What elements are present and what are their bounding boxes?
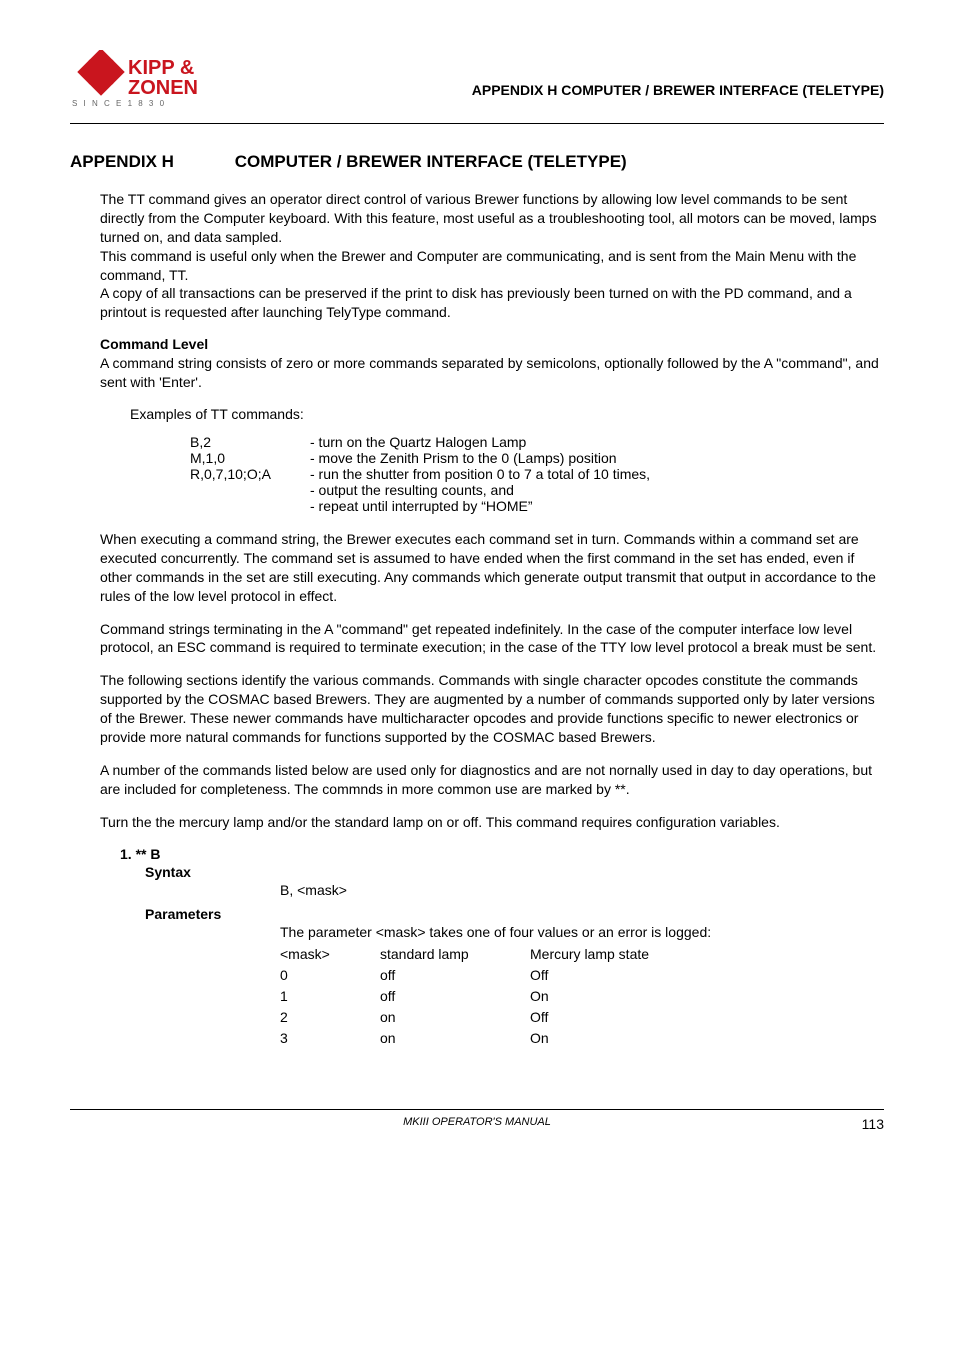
example-desc: - repeat until interrupted by “HOME” xyxy=(310,498,884,514)
running-header: APPENDIX H COMPUTER / BREWER INTERFACE (… xyxy=(472,50,884,98)
mask-table: <mask> standard lamp Mercury lamp state … xyxy=(280,944,884,1049)
example-cmd: R,0,7,10;O;A xyxy=(190,466,310,482)
logo-tagline: S I N C E 1 8 3 0 xyxy=(72,99,166,108)
syntax-value: B, <mask> xyxy=(280,882,884,898)
mask-col-header: Mercury lamp state xyxy=(530,944,730,965)
example-row: - output the resulting counts, and xyxy=(190,482,884,498)
example-desc: - run the shutter from position 0 to 7 a… xyxy=(310,466,884,482)
paragraph-5: Command strings terminating in the A "co… xyxy=(100,620,884,658)
mask-table-row: 2 on Off xyxy=(280,1007,884,1028)
intro-paragraph-1: The TT command gives an operator direct … xyxy=(100,190,884,322)
logo-text-2: ZONEN xyxy=(128,77,198,99)
mask-cell: 2 xyxy=(280,1007,380,1028)
kipp-zonen-logo-icon: KIPP & ZONEN S I N C E 1 8 3 0 xyxy=(70,50,240,112)
example-cmd xyxy=(190,482,310,498)
mask-cell: On xyxy=(530,1028,730,1049)
intro-p2-text: This command is useful only when the Bre… xyxy=(100,248,856,283)
paragraph-7: A number of the commands listed below ar… xyxy=(100,761,884,799)
page-footer: MKIII OPERATOR'S MANUAL 113 xyxy=(70,1109,884,1146)
command-level-heading: Command Level xyxy=(100,336,884,352)
mask-cell: Off xyxy=(530,965,730,986)
appendix-title: APPENDIX H COMPUTER / BREWER INTERFACE (… xyxy=(70,152,884,172)
mask-cell: On xyxy=(530,986,730,1007)
intro-p3-text: A copy of all transactions can be preser… xyxy=(100,285,852,320)
mask-cell: on xyxy=(380,1028,530,1049)
mask-table-row: 3 on On xyxy=(280,1028,884,1049)
example-row: B,2 - turn on the Quartz Halogen Lamp xyxy=(190,434,884,450)
example-cmd: B,2 xyxy=(190,434,310,450)
mask-cell: 1 xyxy=(280,986,380,1007)
examples-label: Examples of TT commands: xyxy=(130,406,884,422)
mask-cell: Off xyxy=(530,1007,730,1028)
parameters-intro: The parameter <mask> takes one of four v… xyxy=(280,924,884,940)
footer-center-text: MKIII OPERATOR'S MANUAL xyxy=(70,1116,884,1128)
syntax-label: Syntax xyxy=(145,864,884,880)
mask-table-row: 1 off On xyxy=(280,986,884,1007)
example-row: R,0,7,10;O;A - run the shutter from posi… xyxy=(190,466,884,482)
example-row: - repeat until interrupted by “HOME” xyxy=(190,498,884,514)
appendix-text: COMPUTER / BREWER INTERFACE (TELETYPE) xyxy=(235,152,627,171)
appendix-label: APPENDIX H xyxy=(70,152,230,172)
mask-cell: off xyxy=(380,965,530,986)
mask-table-header-row: <mask> standard lamp Mercury lamp state xyxy=(280,944,884,965)
mask-cell: 0 xyxy=(280,965,380,986)
examples-table: B,2 - turn on the Quartz Halogen Lamp M,… xyxy=(190,434,884,514)
mask-cell: 3 xyxy=(280,1028,380,1049)
command-level-text: A command string consists of zero or mor… xyxy=(100,354,884,392)
paragraph-4: When executing a command string, the Bre… xyxy=(100,530,884,606)
entry-1-heading: 1. ** B xyxy=(120,846,884,862)
logo-text-1: KIPP & xyxy=(128,57,194,79)
paragraph-6: The following sections identify the vari… xyxy=(100,671,884,747)
page-header: KIPP & ZONEN S I N C E 1 8 3 0 APPENDIX … xyxy=(70,50,884,124)
paragraph-8: Turn the the mercury lamp and/or the sta… xyxy=(100,813,884,832)
intro-p1-text: The TT command gives an operator direct … xyxy=(100,191,877,245)
page-container: KIPP & ZONEN S I N C E 1 8 3 0 APPENDIX … xyxy=(0,0,954,1186)
parameters-label: Parameters xyxy=(145,906,884,922)
example-desc: - move the Zenith Prism to the 0 (Lamps)… xyxy=(310,450,884,466)
mask-cell: off xyxy=(380,986,530,1007)
page-number: 113 xyxy=(862,1116,884,1132)
example-row: M,1,0 - move the Zenith Prism to the 0 (… xyxy=(190,450,884,466)
example-desc: - turn on the Quartz Halogen Lamp xyxy=(310,434,884,450)
example-cmd: M,1,0 xyxy=(190,450,310,466)
example-desc: - output the resulting counts, and xyxy=(310,482,884,498)
logo: KIPP & ZONEN S I N C E 1 8 3 0 xyxy=(70,50,240,117)
example-cmd xyxy=(190,498,310,514)
mask-col-header: <mask> xyxy=(280,944,380,965)
mask-cell: on xyxy=(380,1007,530,1028)
mask-col-header: standard lamp xyxy=(380,944,530,965)
mask-table-row: 0 off Off xyxy=(280,965,884,986)
